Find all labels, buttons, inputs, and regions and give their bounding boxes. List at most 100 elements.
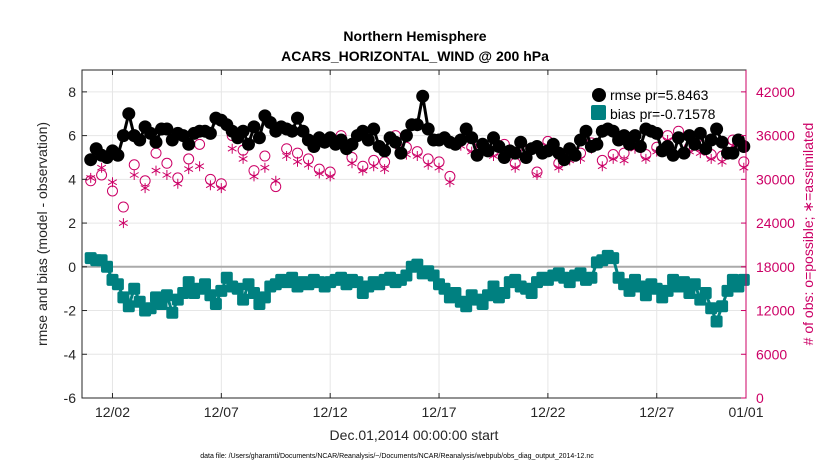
legend-rmse-marker [592, 88, 606, 102]
bias-point [498, 287, 511, 299]
bias-point [487, 280, 500, 293]
obs-assimilated-point [271, 175, 281, 186]
rmse-point [410, 118, 424, 132]
obs-assimilated-point [227, 143, 237, 154]
rmse-point [394, 146, 408, 160]
bias-point [639, 289, 652, 302]
y2-tick-label: 36000 [756, 128, 795, 144]
obs-assimilated-point [325, 171, 335, 182]
rmse-point [236, 124, 250, 138]
rmse-point [361, 133, 375, 147]
obs-assimilated-point [303, 159, 313, 170]
rmse-point [704, 133, 718, 147]
obs-assimilated-point [238, 153, 248, 164]
obs-assimilated-point [369, 161, 379, 172]
data-file-footnote: data file: /Users/gharamti/Documents/NCA… [200, 453, 594, 460]
x-tick-label: 01/01 [728, 404, 763, 420]
rmse-point [481, 144, 495, 158]
obs-assimilated-point [194, 161, 205, 172]
obs-assimilated-point [706, 153, 716, 164]
rmse-point [650, 126, 664, 140]
x-tick-label: 12/02 [95, 404, 130, 420]
rmse-point [688, 137, 702, 151]
bias-point [182, 276, 195, 289]
rmse-point [508, 146, 522, 160]
obs-assimilated-point [173, 178, 183, 189]
y-axis-right-label: # of obs: o=possible; ∗=assimilated [800, 123, 816, 346]
bias-point [623, 284, 636, 297]
bias-point [122, 300, 135, 313]
rmse-point [557, 153, 571, 167]
obs-assimilated-point [510, 162, 520, 173]
rmse-point [367, 122, 381, 136]
rmse-point [182, 137, 196, 151]
y-tick-label: -4 [64, 346, 77, 362]
bias-point [209, 298, 222, 310]
rmse-point [203, 126, 217, 140]
bias-point [661, 284, 674, 297]
obs-possible-point [128, 159, 140, 171]
obs-assimilated-point [97, 162, 107, 173]
bias-point [688, 278, 701, 291]
legend-rmse-label: rmse pr=5.8463 [610, 87, 709, 103]
obs-assimilated-point [608, 153, 618, 164]
legend: rmse pr=5.8463 bias pr=-0.71578 [591, 87, 716, 122]
obs-assimilated-point [380, 164, 390, 175]
rmse-point [389, 135, 402, 149]
obs-assimilated-point [260, 162, 270, 173]
obs-assimilated-point [107, 177, 118, 188]
bias-point [199, 278, 211, 291]
obs-assimilated-point [129, 170, 139, 180]
rmse-point [378, 144, 392, 158]
x-axis-ticks: 12/02 12/07 12/12 12/17 12/22 12/27 01/01 [95, 70, 764, 420]
rmse-point [726, 146, 740, 160]
bias-point [607, 252, 620, 265]
y2-tick-label: 24000 [756, 215, 795, 231]
rmse-point [633, 140, 647, 153]
y-tick-label: 6 [68, 128, 76, 144]
obs-assimilated-point [717, 156, 727, 167]
rmse-point [470, 148, 484, 162]
bias-point [737, 273, 750, 286]
rmse-point [666, 148, 680, 162]
y-tick-label: 0 [68, 259, 76, 275]
obs-assimilated-point [292, 156, 303, 167]
rmse-point [514, 135, 528, 149]
obs-possible-point [259, 150, 271, 162]
rmse-point [291, 111, 304, 125]
rmse-point [693, 126, 707, 140]
bias-point [585, 271, 598, 284]
obs-assimilated-point [445, 177, 455, 188]
rmse-point [465, 131, 479, 145]
obs-assimilated-point [554, 162, 564, 173]
bias-point [101, 260, 113, 273]
rmse-point [677, 146, 691, 160]
x-axis-label: Dec.01,2014 00:00:00 start [330, 427, 499, 443]
y-tick-label: 4 [68, 171, 76, 187]
rmse-point [252, 131, 266, 145]
rmse-point [160, 122, 174, 136]
obs-assimilated-point [532, 170, 542, 180]
obs-assimilated-point [423, 159, 433, 170]
y-tick-label: 8 [68, 84, 76, 100]
rmse-point [590, 137, 604, 151]
bias-point [144, 302, 157, 315]
rmse-point [242, 137, 255, 151]
rmse-point [454, 133, 468, 147]
y-axis-left-ticks: -6 -4 -2 0 2 4 6 8 [64, 84, 87, 406]
bias-point [716, 300, 729, 313]
obs-possible-point [161, 157, 173, 169]
bias-point [177, 287, 190, 299]
x-tick-label: 12/17 [422, 404, 457, 420]
bias-point [710, 315, 723, 328]
bias-point [705, 302, 718, 315]
obs-assimilated-point [140, 183, 150, 194]
bias-series [84, 249, 750, 328]
obs-assimilated-point [86, 172, 96, 183]
obs-assimilated-point [162, 170, 172, 180]
chart-subtitle: ACARS_HORIZONTAL_WIND @ 200 hPa [281, 48, 549, 64]
bias-point [678, 276, 690, 289]
rmse-point [247, 120, 261, 134]
rmse-point [568, 148, 582, 162]
